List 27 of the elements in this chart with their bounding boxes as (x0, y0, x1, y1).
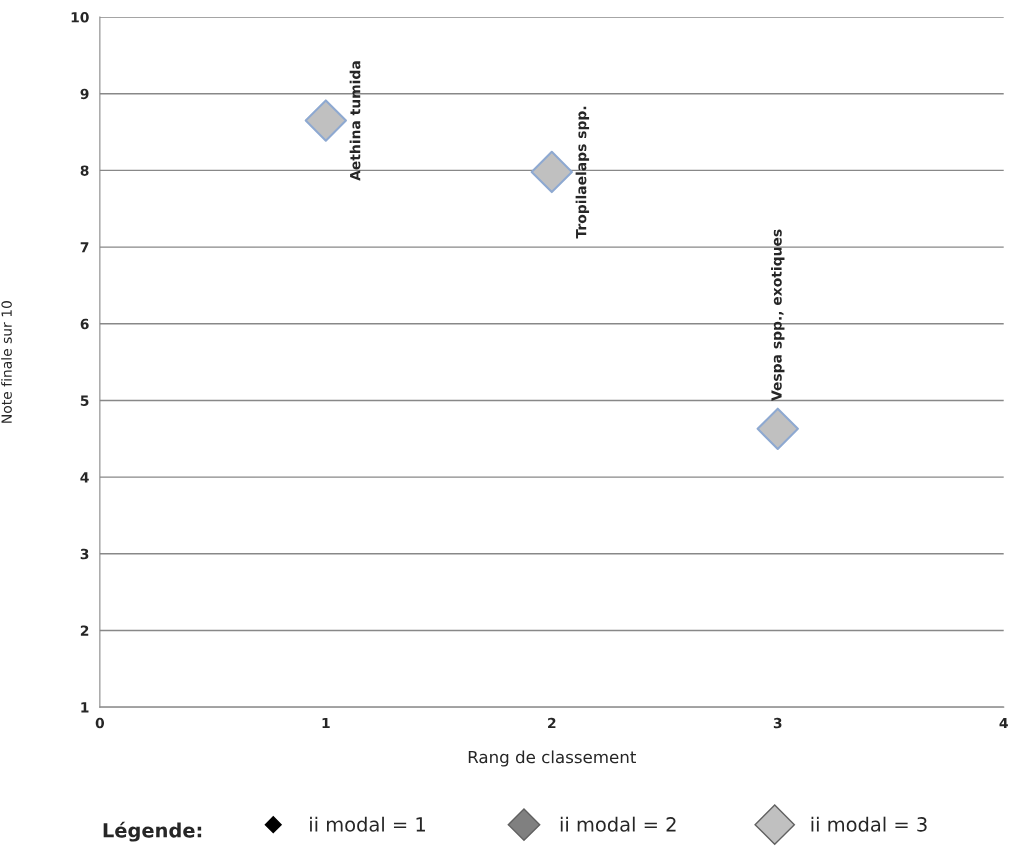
y-tick-label: 4 (80, 472, 89, 483)
annotation: Aethina tumida (349, 61, 361, 181)
y-tick-label: 10 (71, 12, 89, 23)
y-axis-title: Note finale sur 10 (1, 301, 12, 423)
legend-label: ii modal = 2 (560, 816, 676, 832)
x-axis-title: Rang de classement (468, 750, 636, 767)
point (756, 407, 799, 450)
annotation: Vespa spp., exotiques (771, 229, 785, 401)
legend-title: Légende: (103, 821, 202, 842)
legend-label: ii modal = 3 (811, 816, 927, 832)
legend-label: ii modal = 1 (310, 816, 425, 832)
x-tick-label: 1 (322, 717, 330, 729)
y-tick-label: 1 (81, 702, 89, 713)
x-tick-label: 4 (999, 717, 1008, 729)
y-tick-label: 8 (80, 165, 89, 176)
point (530, 150, 573, 194)
x-tick-label: 2 (548, 717, 556, 729)
annotation: Tropilaelaps spp. (575, 106, 590, 239)
x-tick-label: 3 (773, 717, 782, 729)
y-tick-label: 5 (80, 395, 89, 406)
y-tick-label: 2 (80, 625, 89, 636)
y-tick-label: 6 (80, 318, 89, 330)
y-tick-label: 9 (80, 88, 89, 100)
y-tick-label: 3 (80, 548, 89, 560)
y-tick-label: 7 (80, 242, 89, 253)
point (304, 99, 347, 142)
x-tick-label: 0 (95, 717, 105, 729)
